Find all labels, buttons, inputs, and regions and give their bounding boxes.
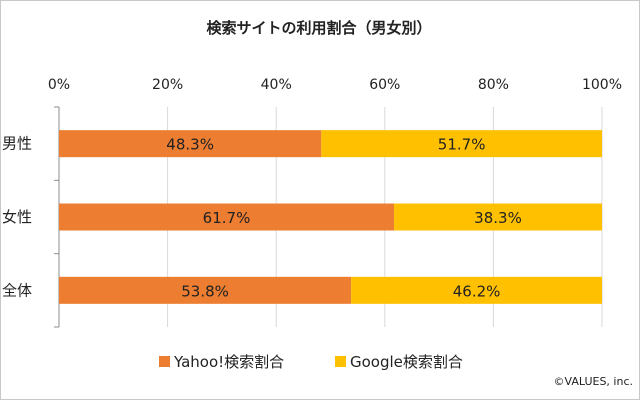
bar-segment-yahoo (59, 130, 322, 158)
bar-data-label: 48.3% (166, 136, 214, 154)
chart-title: 検索サイトの利用割合（男女別） (206, 19, 431, 37)
category-label: 全体 (2, 281, 32, 299)
bar-data-label: 51.7% (438, 136, 486, 154)
legend-label: Yahoo!検索割合 (173, 353, 284, 371)
bar-segment-google (351, 276, 602, 304)
x-tick-label: 80% (478, 77, 509, 93)
bars (59, 130, 602, 304)
category-axis (54, 106, 60, 328)
bar-segment-yahoo (59, 203, 395, 231)
x-tick-label: 60% (369, 77, 400, 93)
category-label: 男性 (2, 135, 32, 153)
legend-swatch (335, 356, 346, 367)
x-tick-labels: 0% 20% 40% 60% 80% 100% (48, 77, 622, 93)
bar-data-label: 53.8% (181, 282, 229, 300)
bar-data-label: 46.2% (453, 282, 501, 300)
bar-segment-google (394, 203, 602, 231)
bar-data-labels: 48.3% 51.7% 61.7% 38.3% 53.8% 46.2% (166, 136, 522, 301)
bar-segment-yahoo (59, 276, 352, 304)
copyright-text: ©VALUES, inc. (554, 375, 633, 388)
bar-data-label: 61.7% (203, 209, 251, 227)
legend-label: Google検索割合 (350, 353, 463, 371)
legend: Yahoo!検索割合 Google検索割合 (159, 353, 463, 371)
legend-swatch (159, 356, 170, 367)
x-tick-label: 40% (261, 77, 292, 93)
x-tick-label: 100% (582, 77, 622, 93)
bar-segment-google (321, 130, 602, 158)
category-label: 女性 (2, 208, 32, 226)
x-tick-label: 0% (48, 77, 70, 93)
bar-data-label: 38.3% (474, 209, 522, 227)
x-tick-label: 20% (152, 77, 183, 93)
